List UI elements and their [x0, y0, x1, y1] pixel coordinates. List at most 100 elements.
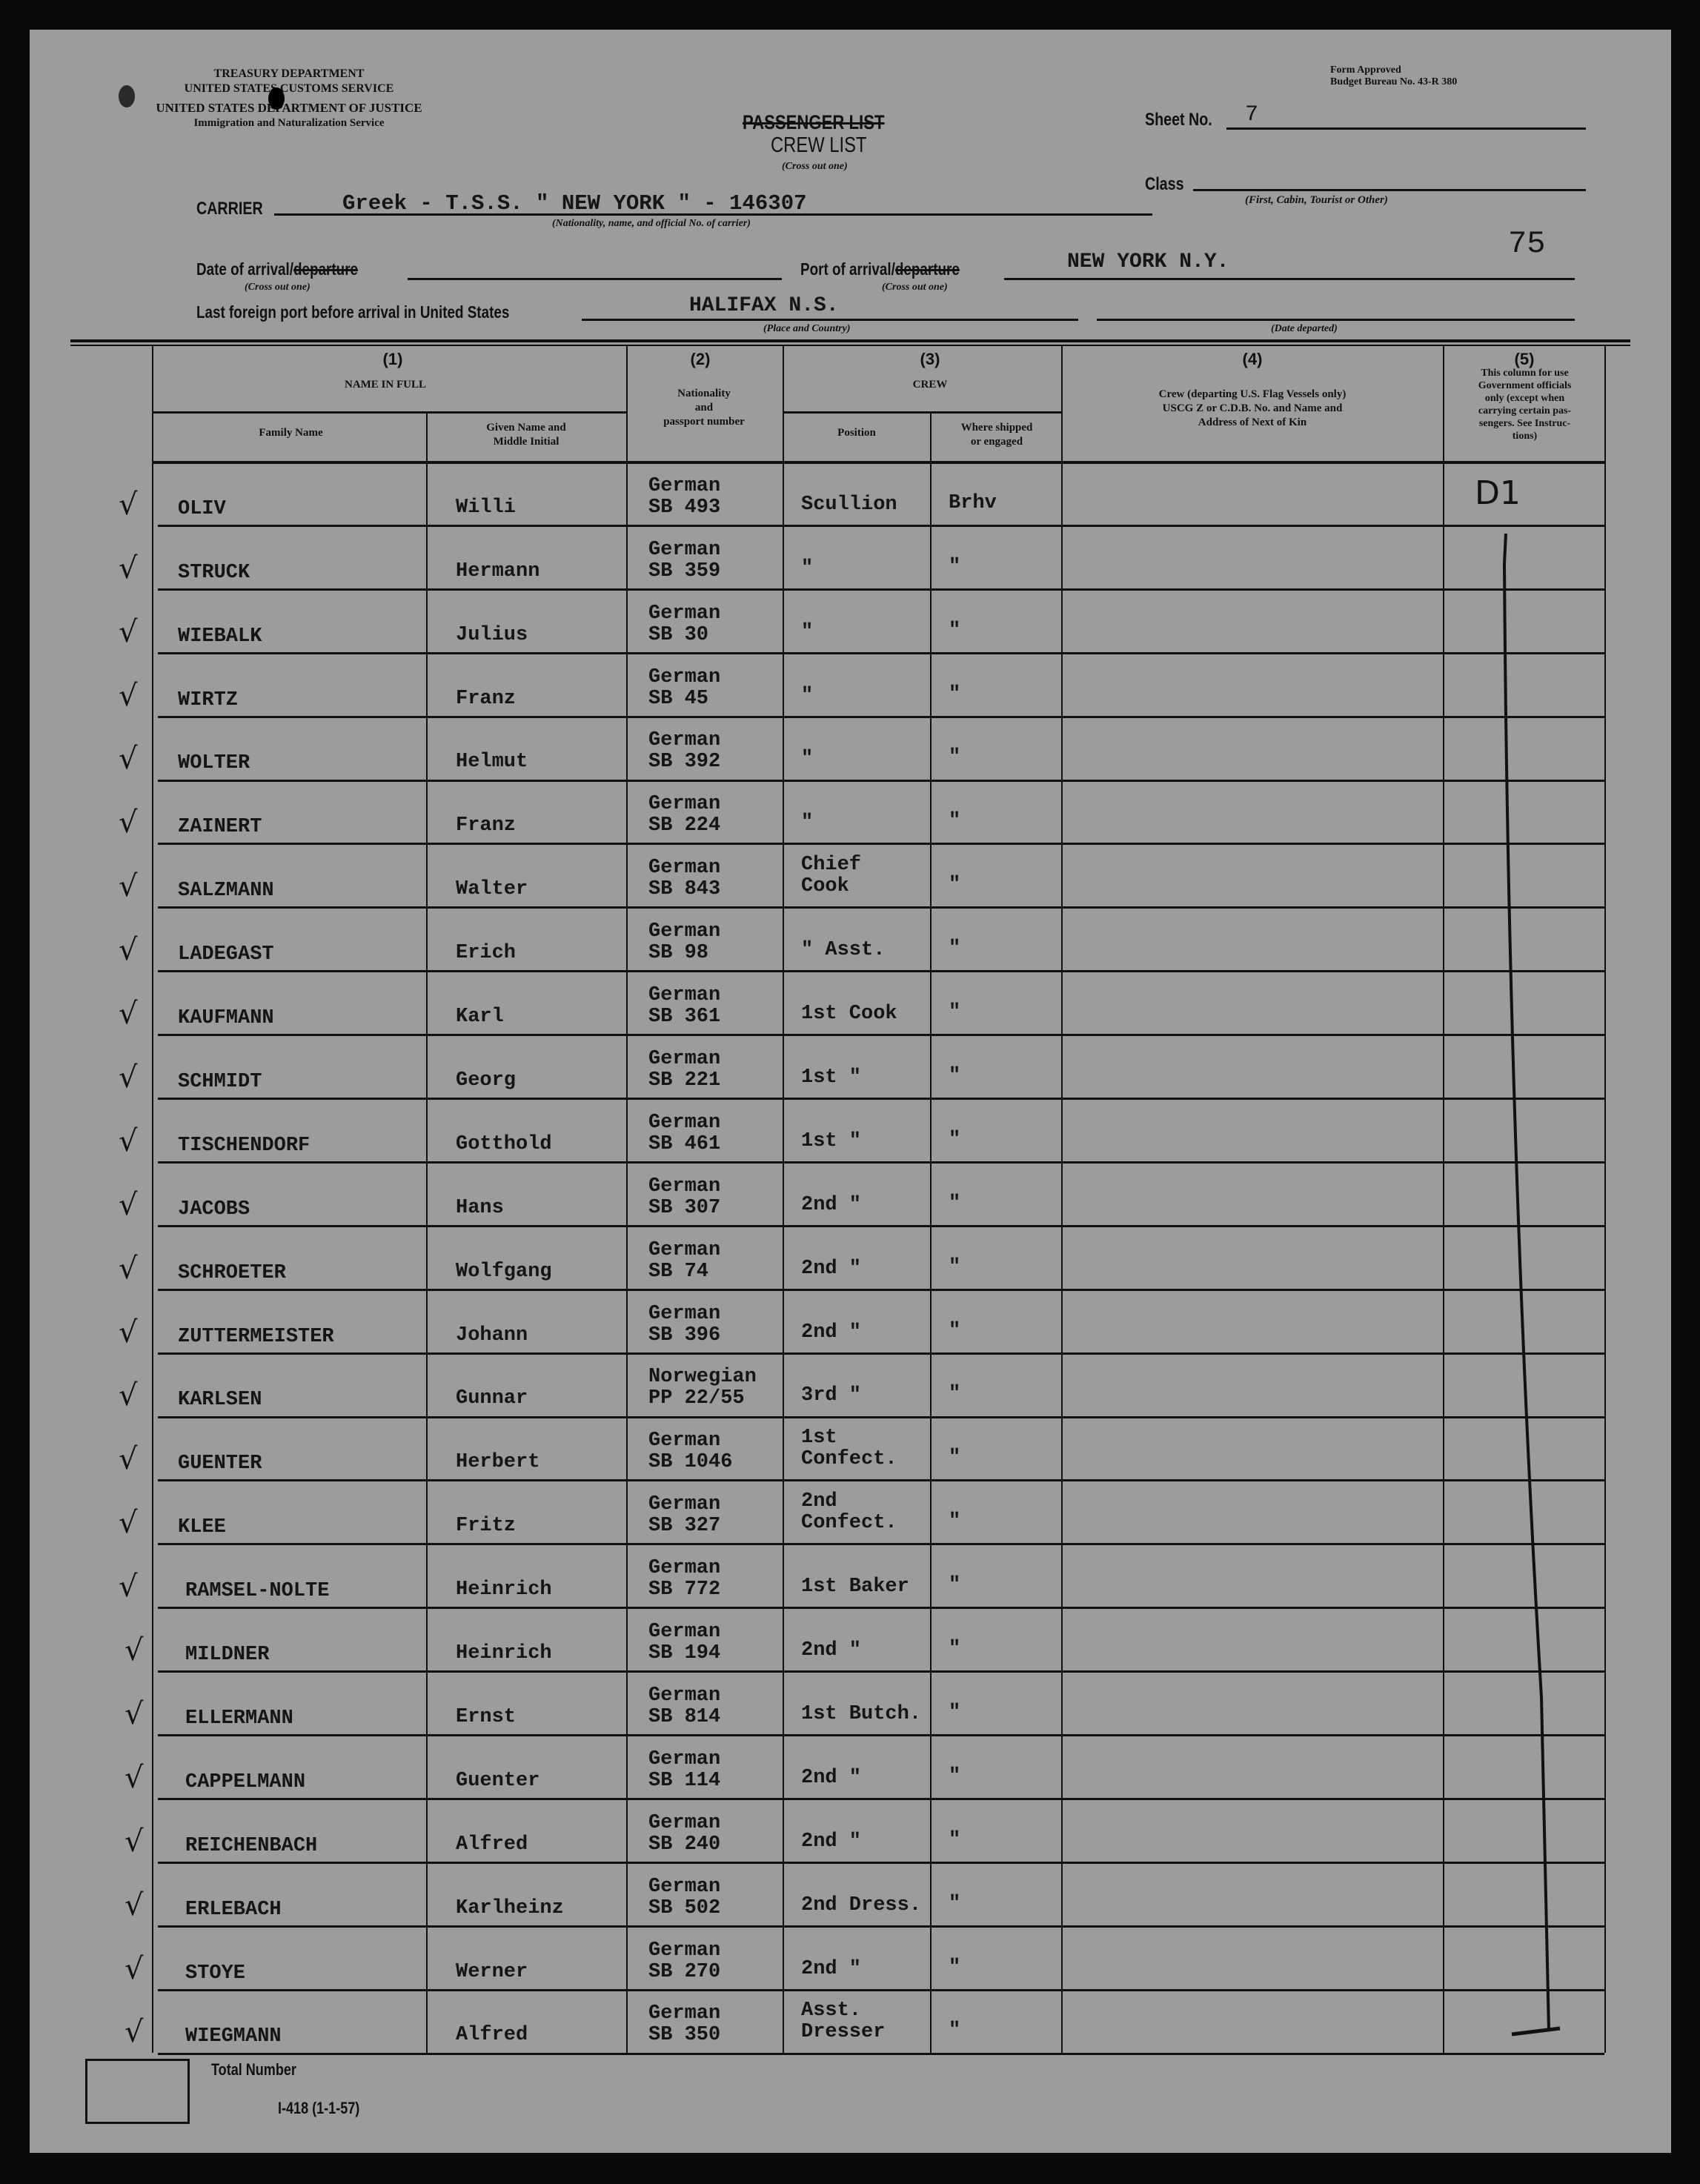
position: Chief Cook [801, 854, 862, 898]
given-name: Alfred [456, 2024, 528, 2047]
total-number-box[interactable] [85, 2059, 190, 2124]
family-name: ZUTTERMEISTER [178, 1325, 334, 1348]
table-row[interactable]: KLEE Fritz German SB 327 2nd Confect. " √ [30, 1479, 1671, 1543]
nationality: Norwegian [648, 1366, 757, 1389]
punch-hole-mark [268, 87, 285, 110]
port-of-arrival-value[interactable]: NEW YORK N.Y. [1067, 250, 1229, 273]
passport-number: SB 359 [648, 560, 721, 582]
carrier-value[interactable]: Greek - T.S.S. " NEW YORK " - 146307 [342, 191, 807, 216]
where-shipped: " [949, 1828, 961, 1851]
given-name: Karlheinz [456, 1896, 564, 1919]
table-row[interactable]: ELLERMANN Ernst German SB 814 1st Butch. " √ [30, 1670, 1671, 1734]
last-port-value[interactable]: HALIFAX N.S. [689, 294, 839, 317]
check-mark-icon: √ [119, 869, 138, 904]
row-line [158, 1224, 1604, 1227]
form-approval: Form Approved Budget Bureau No. 43-R 380 [1330, 64, 1457, 88]
table-row[interactable]: TISCHENDORF Gotthold German SB 461 1st " " √ [30, 1098, 1671, 1161]
position: Scullion [801, 493, 897, 516]
official-annotation: D1 [1475, 474, 1521, 512]
passenger-list-title-crossed: PASSENGER LIST [743, 111, 885, 133]
nationality: German [648, 984, 721, 1007]
nationality-passport: German SB 359 [648, 539, 721, 582]
table-row[interactable]: ERLEBACH Karlheinz German SB 502 2nd Dress. "… [30, 1862, 1671, 1925]
table-row[interactable]: ZUTTERMEISTER Johann German SB 396 2nd " " √ [30, 1289, 1671, 1352]
check-mark-icon: √ [119, 1060, 138, 1095]
family-name: CAPPELMANN [185, 1770, 306, 1793]
row-line [158, 588, 1604, 591]
given-name: Ernst [456, 1705, 517, 1728]
table-row[interactable]: RAMSEL-NOLTE Heinrich German SB 772 1st Bake… [30, 1543, 1671, 1607]
check-mark-icon: √ [124, 2015, 144, 2050]
table-row[interactable]: KARLSEN Gunnar Norwegian PP 22/55 3rd " " √ [30, 1352, 1671, 1416]
table-row[interactable]: ZAINERT Franz German SB 224 " " √ [30, 780, 1671, 843]
family-name: KARLSEN [178, 1389, 262, 1412]
family-name: WOLTER [178, 752, 250, 775]
where-shipped: " [949, 1701, 961, 1724]
position: " [801, 748, 814, 771]
check-mark-icon: √ [119, 1315, 138, 1350]
nationality-passport: German SB 814 [648, 1685, 720, 1728]
table-row[interactable]: WIEGMANN Alfred German SB 350 Asst. Dresser "… [30, 1989, 1671, 2053]
family-name: KLEE [178, 1516, 226, 1539]
table-row[interactable]: SCHROETER Wolfgang German SB 74 2nd " " √ [30, 1225, 1671, 1289]
budget-bureau-number: Budget Bureau No. 43-R 380 [1330, 76, 1458, 87]
given-name-header: Given Name and Middle Initial [486, 422, 566, 448]
nationality-passport: German SB 240 [648, 1812, 720, 1856]
nationality-passport: German SB 307 [648, 1175, 720, 1219]
given-name: Helmut [456, 751, 528, 774]
where-shipped: " [949, 1255, 961, 1278]
row-line [158, 1352, 1604, 1355]
punch-hole-mark [119, 85, 135, 107]
sheet-number[interactable]: 7 [1245, 102, 1259, 127]
family-name: REICHENBACH [185, 1834, 318, 1857]
port-label-text: Port of arrival/ [800, 259, 895, 279]
where-shipped: " [949, 746, 961, 769]
check-mark-icon: √ [119, 1123, 138, 1158]
check-mark-icon: √ [119, 997, 138, 1032]
position: 1st " [801, 1129, 862, 1152]
position: 1st Butch. [801, 1702, 922, 1725]
nationality-passport: German SB 224 [648, 794, 720, 837]
where-shipped: " [949, 1192, 961, 1215]
table-row[interactable]: WIEBALK Julius German SB 30 " " √ [30, 588, 1671, 652]
family-name: ELLERMANN [185, 1707, 293, 1730]
family-name: LADEGAST [178, 943, 274, 966]
nationality-passport: German SB 74 [648, 1238, 721, 1283]
table-row[interactable]: OLIV Willi German SB 493 Scullion Brhv √ [30, 461, 1671, 525]
table-row[interactable]: LADEGAST Erich German SB 98 " Asst. " √ [30, 906, 1671, 970]
table-row[interactable]: JACOBS Hans German SB 307 2nd " " √ [30, 1161, 1671, 1225]
column-line [1061, 346, 1063, 2053]
column-line [1604, 346, 1606, 2053]
table-row[interactable]: CAPPELMANN Guenter German SB 114 2nd " " √ [30, 1734, 1671, 1798]
nationality: German [648, 2002, 721, 2025]
check-mark-icon: √ [124, 1888, 144, 1922]
table-row[interactable]: MILDNER Heinrich German SB 194 2nd " " √ [30, 1607, 1671, 1670]
where-shipped: " [949, 1574, 961, 1597]
row-line [158, 779, 1604, 782]
table-row[interactable]: SCHMIDT Georg German SB 221 1st " " √ [30, 1034, 1671, 1098]
nationality: German [648, 666, 721, 688]
given-name: Franz [456, 687, 517, 710]
table-row[interactable]: GUENTER Herbert German SB 1046 1st Confect. "… [30, 1416, 1671, 1480]
table-row[interactable]: STRUCK Hermann German SB 359 " " √ [30, 525, 1671, 588]
next-of-kin-header: Crew (departing U.S. Flag Vessels only) … [1158, 388, 1347, 428]
row-line [158, 1925, 1604, 1928]
passport-number: SB 98 [648, 942, 709, 965]
nationality-passport: German SB 1046 [648, 1430, 732, 1473]
table-row[interactable]: REICHENBACH Alfred German SB 240 2nd " " √ [30, 1798, 1671, 1862]
given-name: Heinrich [456, 1579, 552, 1602]
passport-number: SB 392 [648, 751, 721, 774]
table-row[interactable]: KAUFMANN Karl German SB 361 1st Cook " √ [30, 970, 1671, 1034]
column-line [426, 411, 428, 2053]
nationality: German [648, 1238, 721, 1261]
nationality: German [648, 1493, 721, 1516]
table-row[interactable]: STOYE Werner German SB 270 2nd " " √ [30, 1925, 1671, 1989]
nationality-passport: German SB 114 [648, 1748, 720, 1792]
nationality: German [648, 920, 721, 943]
position: 2nd Confect. [801, 1490, 897, 1535]
table-row[interactable]: SALZMANN Walter German SB 843 Chief Cook " √ [30, 843, 1671, 906]
table-row[interactable]: WOLTER Helmut German SB 392 " " √ [30, 716, 1671, 780]
position: 2nd Dress. [801, 1893, 922, 1916]
table-row[interactable]: WIRTZ Franz German SB 45 " " √ [30, 652, 1671, 716]
row-line [158, 906, 1604, 909]
